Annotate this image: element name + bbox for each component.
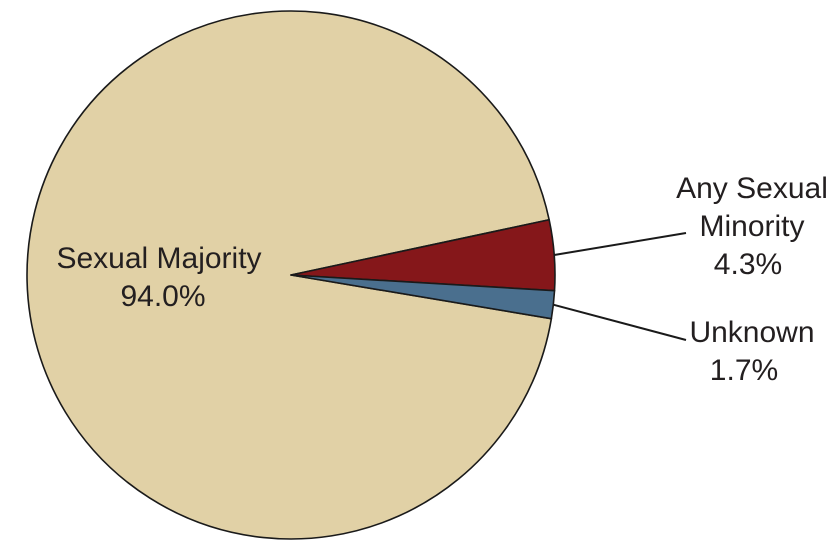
slice-value-sexual-majority: 94.0% [120,280,205,313]
slice-label-any-sexual-minority: Any Sexual [676,172,828,205]
leader-line-unknown [553,303,687,341]
slice-value-any-sexual-minority: 4.3% [714,248,782,281]
slice-value-unknown: 1.7% [710,354,778,387]
slice-sexual-majority [26,10,553,540]
slice-label-sexual-majority: Sexual Majority [56,242,261,275]
leader-line-any-sexual-minority [554,232,687,256]
slice-label-unknown: Unknown [689,316,814,349]
slice-label-any-sexual-minority: Minority [699,210,804,243]
